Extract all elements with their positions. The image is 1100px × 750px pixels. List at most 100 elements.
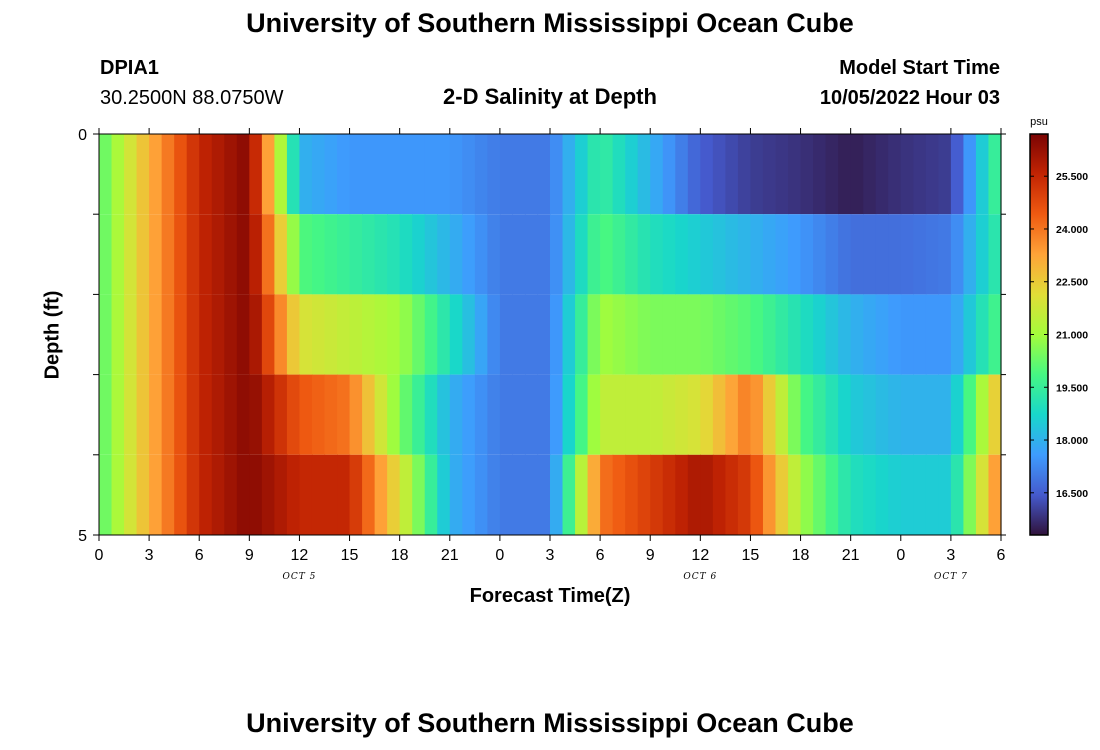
heatmap-cell — [274, 374, 288, 455]
heatmap-cell — [737, 214, 752, 295]
colorbar-tick-label: 18.000 — [1056, 435, 1088, 447]
heatmap-cell — [900, 454, 914, 535]
heatmap-cell — [900, 134, 914, 215]
heatmap-cell — [725, 294, 739, 375]
heatmap-cell — [625, 454, 639, 535]
x-tick-label: 6 — [195, 547, 204, 564]
heatmap-cell — [186, 134, 200, 215]
heatmap-cell — [925, 454, 939, 535]
x-tick-label: 15 — [742, 547, 760, 564]
heatmap-cell — [650, 214, 664, 295]
x-tick-label: 21 — [842, 547, 860, 564]
heatmap-cell — [925, 374, 939, 455]
heatmap-cell — [387, 214, 401, 295]
heatmap-cell — [362, 374, 376, 455]
heatmap-cell — [124, 134, 138, 215]
heatmap-cell — [249, 454, 263, 535]
colorbar-tick-label: 21.000 — [1056, 330, 1088, 342]
heatmap-cell — [662, 454, 676, 535]
heatmap-cell — [575, 214, 589, 295]
x-tick-label: 0 — [95, 547, 104, 564]
heatmap-cell — [487, 374, 501, 455]
x-tick-label: 3 — [145, 547, 154, 564]
heatmap-cell — [374, 454, 388, 535]
heatmap-cell — [99, 134, 113, 215]
heatmap-cell — [737, 374, 752, 455]
heatmap-cell — [437, 214, 451, 295]
heatmap-cell — [687, 454, 701, 535]
heatmap-cell — [938, 134, 952, 215]
heatmap-cell — [737, 134, 752, 215]
heatmap-cell — [261, 374, 275, 455]
heatmap-cell — [575, 454, 589, 535]
heatmap-cell — [625, 294, 639, 375]
heatmap-cell — [161, 454, 175, 535]
heatmap-cell — [149, 294, 163, 375]
heatmap-cell — [562, 374, 576, 455]
heatmap-cell — [374, 214, 388, 295]
heatmap-cell — [750, 294, 764, 375]
x-tick-label: 18 — [391, 547, 409, 564]
heatmap-cell — [199, 374, 213, 455]
model-start-value: 10/05/2022 Hour 03 — [819, 87, 1000, 109]
heatmap-cell — [499, 134, 514, 215]
heatmap-cell — [99, 294, 113, 375]
heatmap-cell — [136, 294, 150, 375]
heatmap-cell — [299, 374, 313, 455]
heatmap-cell — [863, 134, 877, 215]
heatmap-cell — [512, 134, 526, 215]
heatmap-cell — [161, 294, 175, 375]
heatmap-cell — [337, 214, 351, 295]
heatmap-cell — [888, 134, 902, 215]
heatmap-cell — [449, 134, 463, 215]
heatmap-cell — [362, 214, 376, 295]
date-label: OCT 5 — [283, 572, 317, 582]
heatmap-cell — [462, 134, 476, 215]
heatmap-cell — [349, 454, 363, 535]
heatmap-cell — [449, 214, 463, 295]
heatmap-cell — [136, 214, 150, 295]
x-tick-label: 12 — [291, 547, 309, 564]
heatmap-cell — [625, 374, 639, 455]
heatmap-cell — [562, 214, 576, 295]
heatmap-cell — [575, 134, 589, 215]
heatmap-cell — [186, 294, 200, 375]
heatmap-cell — [838, 134, 852, 215]
heatmap-cell — [236, 454, 250, 535]
heatmap-cell — [650, 454, 664, 535]
heatmap-cell — [224, 294, 238, 375]
heatmap-cell — [499, 214, 514, 295]
model-start-label: Model Start Time — [839, 57, 1000, 79]
station-id: DPIA1 — [100, 57, 159, 79]
heatmap-cell — [274, 294, 288, 375]
colorbar-tick-label: 16.500 — [1056, 488, 1088, 500]
heatmap-cell — [399, 454, 413, 535]
heatmap-cell — [249, 214, 263, 295]
heatmap-cell — [938, 374, 952, 455]
heatmap-cell — [575, 374, 589, 455]
heatmap-cell — [775, 134, 789, 215]
heatmap-cell — [900, 214, 914, 295]
x-tick-label: 3 — [946, 547, 955, 564]
heatmap-cell — [850, 134, 864, 215]
x-tick-label: 6 — [997, 547, 1006, 564]
heatmap-cell — [249, 294, 263, 375]
heatmap-cell — [687, 214, 701, 295]
heatmap-cell — [925, 294, 939, 375]
heatmap-cell — [524, 134, 539, 215]
heatmap-cell — [124, 454, 138, 535]
heatmap-cell — [311, 374, 326, 455]
heatmap-cell — [750, 214, 764, 295]
heatmap-cell — [888, 374, 902, 455]
heatmap-cell — [587, 214, 601, 295]
heatmap-cell — [362, 294, 376, 375]
heatmap-cell — [875, 294, 889, 375]
heatmap-cell — [186, 214, 200, 295]
heatmap-cell — [813, 294, 827, 375]
heatmap-cell — [575, 294, 589, 375]
heatmap-cell — [988, 294, 1002, 375]
heatmap-cell — [387, 374, 401, 455]
heatmap-cell — [236, 294, 250, 375]
heatmap-cell — [838, 454, 852, 535]
heatmap-cell — [562, 294, 576, 375]
